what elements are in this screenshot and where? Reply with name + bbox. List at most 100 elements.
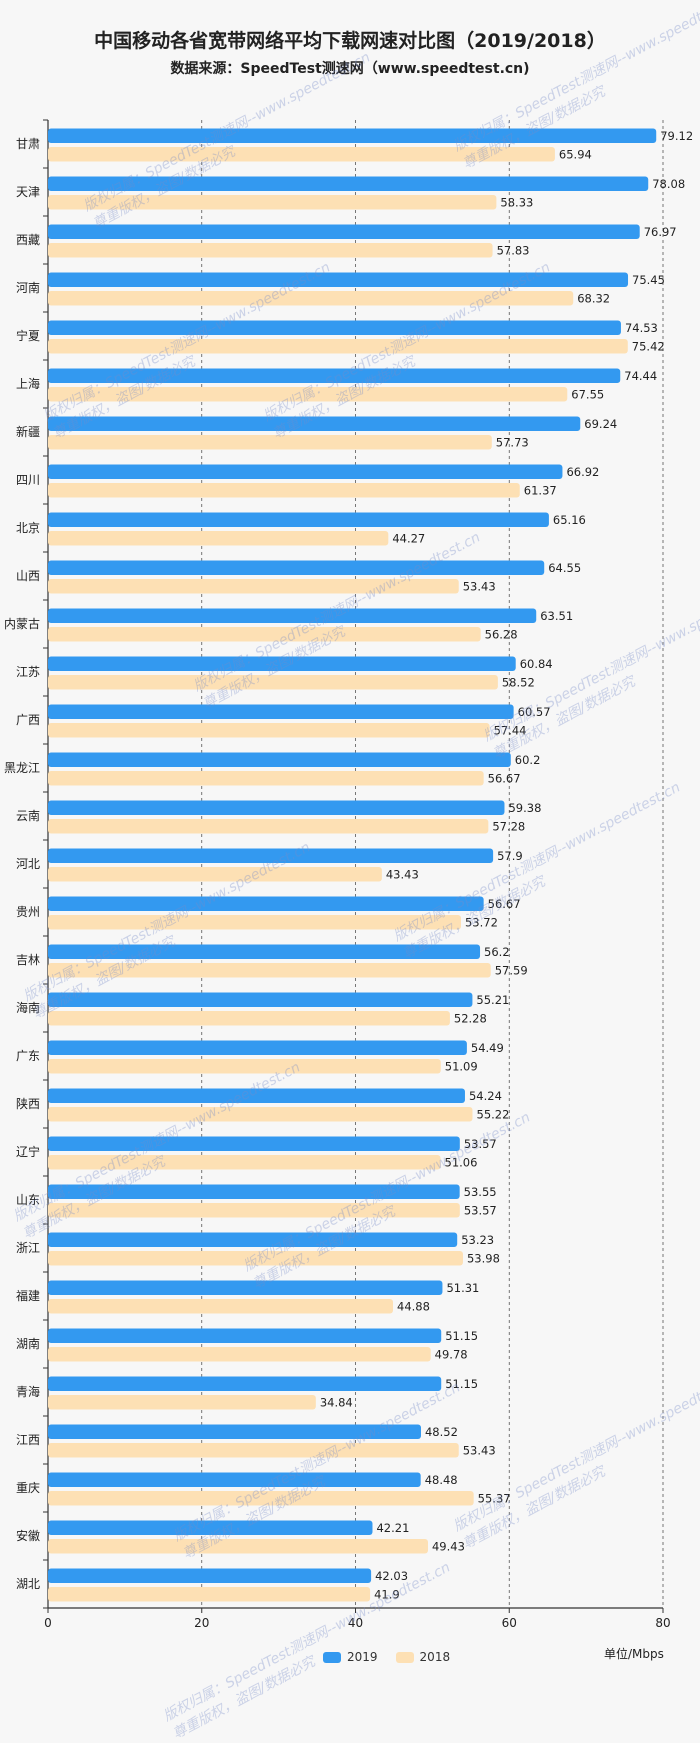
data-label-2019: 75.45 [632, 273, 665, 287]
bar-2018 [48, 531, 389, 546]
bar-2018 [48, 915, 461, 930]
bar-2018 [48, 1539, 428, 1554]
bar-2018 [48, 291, 574, 306]
legend-item-2019[interactable]: 2019 [323, 1650, 378, 1664]
data-label-2018: 67.55 [571, 388, 604, 402]
bar-2019 [48, 560, 545, 575]
bar-2018 [48, 627, 481, 642]
bar-2018 [48, 435, 492, 450]
bar-2018 [48, 1155, 441, 1170]
bar-2018 [48, 339, 628, 354]
data-label-2018: 53.57 [464, 1204, 497, 1218]
category-label: 四川 [16, 473, 40, 487]
data-label-2018: 68.32 [577, 292, 610, 306]
data-label-2018: 56.28 [485, 628, 518, 642]
bar-2019 [48, 464, 563, 479]
data-label-2019: 56.67 [488, 897, 521, 911]
category-label: 山西 [16, 569, 40, 583]
category-label: 广东 [16, 1049, 40, 1063]
data-label-2018: 49.78 [435, 1348, 468, 1362]
category-label: 安徽 [16, 1528, 40, 1543]
category-label: 河南 [16, 280, 40, 295]
category-label: 新疆 [16, 424, 40, 439]
bar-2019 [48, 848, 494, 863]
bar-2019 [48, 896, 484, 911]
data-label-2019: 65.16 [553, 513, 586, 527]
data-label-2018: 57.28 [492, 820, 525, 834]
data-label-2019: 42.03 [375, 1569, 408, 1583]
data-label-2018: 44.27 [392, 532, 425, 546]
bar-2018 [48, 1347, 431, 1362]
bar-2018 [48, 1587, 371, 1602]
bar-2018 [48, 387, 568, 402]
data-label-2019: 59.38 [508, 801, 541, 815]
bar-2018 [48, 1203, 460, 1218]
legend-label-2018: 2018 [419, 1650, 451, 1664]
data-label-2018: 53.43 [463, 580, 496, 594]
bar-2019 [48, 128, 657, 143]
bar-2018 [48, 243, 493, 258]
category-label: 上海 [16, 376, 40, 391]
legend-swatch-2019 [323, 1651, 341, 1663]
data-label-2019: 54.49 [471, 1041, 504, 1055]
data-label-2019: 79.12 [660, 129, 693, 143]
data-label-2019: 55.21 [476, 993, 509, 1007]
bar-2019 [48, 992, 473, 1007]
category-label: 广西 [16, 713, 40, 727]
bar-2018 [48, 147, 555, 162]
category-label: 江西 [16, 1433, 40, 1447]
bar-2019 [48, 1328, 442, 1343]
legend-item-2018[interactable]: 2018 [395, 1650, 451, 1664]
bar-2019 [48, 1088, 465, 1103]
category-label: 西藏 [16, 233, 40, 247]
data-label-2018: 51.09 [445, 1060, 478, 1074]
data-label-2018: 58.33 [500, 196, 533, 210]
data-label-2019: 60.2 [515, 753, 541, 767]
category-label: 内蒙古 [4, 616, 40, 631]
category-label: 北京 [16, 521, 40, 535]
data-label-2019: 48.48 [425, 1473, 458, 1487]
bar-2019 [48, 272, 629, 287]
bar-2019 [48, 1184, 460, 1199]
data-label-2019: 57.9 [497, 849, 523, 863]
data-label-2018: 41.9 [374, 1588, 400, 1602]
x-tick-label: 40 [348, 1616, 363, 1630]
bar-2018 [48, 1011, 450, 1026]
data-label-2019: 64.55 [548, 561, 581, 575]
data-label-2019: 42.21 [376, 1521, 409, 1535]
bar-2019 [48, 656, 516, 671]
category-label: 陕西 [16, 1096, 40, 1111]
x-tick-label: 20 [194, 1616, 209, 1630]
category-label: 山东 [16, 1193, 40, 1207]
data-label-2018: 51.06 [445, 1156, 478, 1170]
bar-2019 [48, 1280, 443, 1295]
category-label: 吉林 [16, 953, 40, 967]
bar-2019 [48, 1232, 458, 1247]
bar-2019 [48, 224, 640, 239]
bar-2019 [48, 320, 621, 335]
data-label-2018: 44.88 [397, 1300, 430, 1314]
data-label-2018: 55.22 [477, 1108, 510, 1122]
data-label-2019: 51.15 [445, 1329, 478, 1343]
data-label-2018: 53.98 [467, 1252, 500, 1266]
bar-2018 [48, 1491, 474, 1506]
legend: 2019 2018 [323, 1650, 468, 1664]
data-label-2019: 69.24 [584, 417, 617, 431]
bar-2018 [48, 195, 497, 210]
data-label-2018: 57.83 [497, 244, 530, 258]
bar-2019 [48, 416, 581, 431]
bar-2018 [48, 1107, 473, 1122]
data-label-2018: 57.73 [496, 436, 529, 450]
bar-2018 [48, 675, 498, 690]
category-label: 甘肃 [16, 137, 40, 151]
category-label: 重庆 [16, 1481, 40, 1495]
bar-2019 [48, 1040, 467, 1055]
bar-2018 [48, 771, 484, 786]
category-label: 江苏 [16, 665, 40, 679]
bar-2018 [48, 579, 459, 594]
data-label-2018: 75.42 [632, 340, 665, 354]
bar-2019 [48, 176, 649, 191]
bar-2019 [48, 944, 481, 959]
data-label-2018: 57.44 [494, 724, 527, 738]
bar-2019 [48, 1424, 421, 1439]
